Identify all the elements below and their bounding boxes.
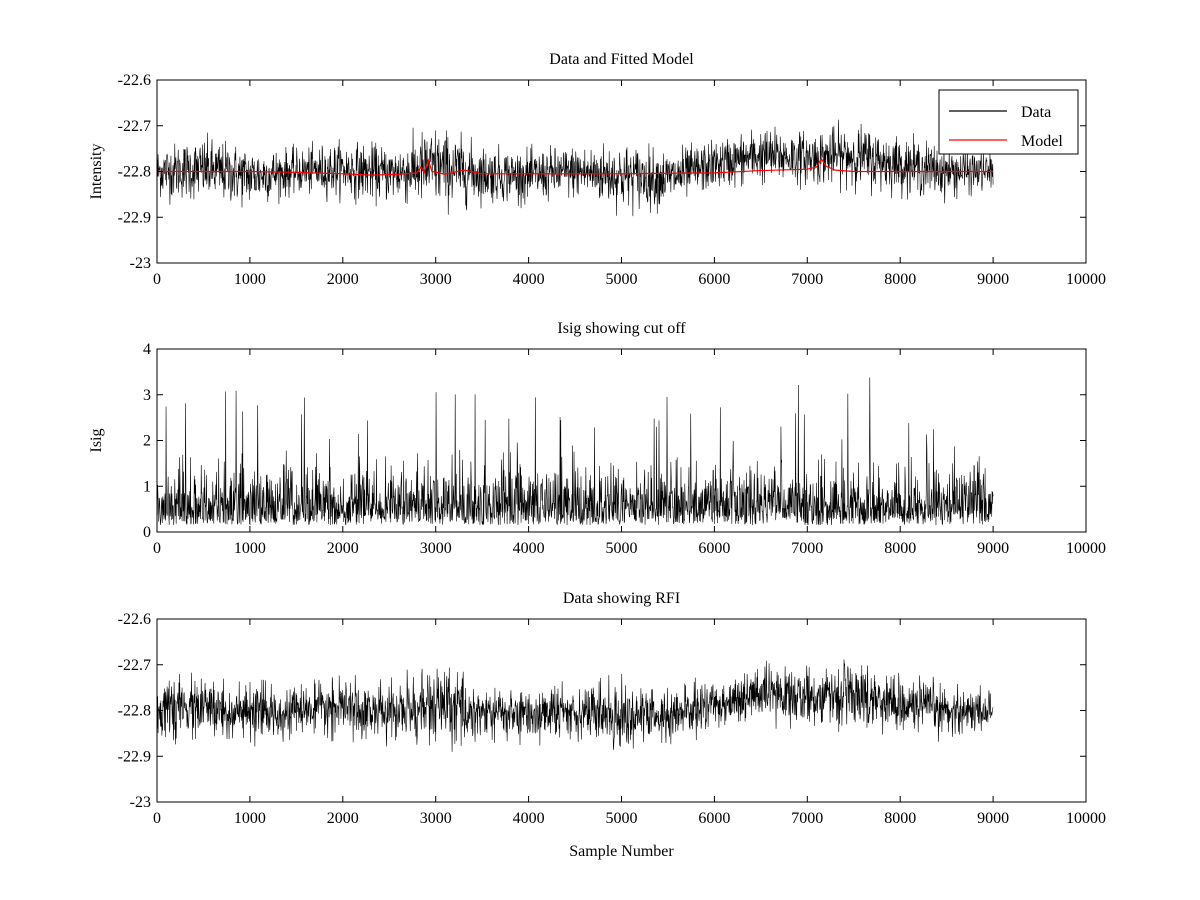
- chart-3-xtick-label: 3000: [420, 810, 452, 827]
- chart-1-ytick-label: -22.6: [118, 72, 151, 89]
- chart-1-xtick-label: 4000: [513, 271, 545, 288]
- chart-1-xtick-label: 10000: [1066, 271, 1106, 288]
- chart-2-xtick-label: 3000: [420, 540, 452, 557]
- chart-2-title: Isig showing cut off: [557, 320, 686, 337]
- chart-2-xtick-label: 7000: [791, 540, 823, 557]
- chart-1-panel: 0 1000 2000 3000 4000 5000 6000 7000 8000 9000 100…: [88, 51, 1106, 288]
- chart-1-legend-label-data: Data: [1021, 104, 1051, 121]
- chart-2-xtick-label: 10000: [1066, 540, 1106, 557]
- chart-1-legend: Data Model: [938, 89, 1079, 155]
- chart-2-xtick-label: 9000: [977, 540, 1009, 557]
- chart-1-ytick-label: -22.9: [118, 209, 151, 226]
- chart-3-xtick-label: 8000: [884, 810, 916, 827]
- chart-3-ytick-label: -22.9: [118, 748, 151, 765]
- chart-1-ytick-label: -22.8: [118, 164, 151, 181]
- chart-1-legend-box: [938, 89, 1079, 155]
- chart-2-xtick-label: 4000: [513, 540, 545, 557]
- chart-2-series-1: [156, 377, 994, 526]
- chart-1-legend-label-model: Model: [1021, 133, 1063, 150]
- chart-1-ytick-label: -23: [130, 255, 151, 272]
- chart-1-xtick-label: 0: [153, 271, 161, 288]
- chart-3-xtick-label: 7000: [791, 810, 823, 827]
- chart-3-xtick-label: 6000: [698, 810, 730, 827]
- chart-2-xtick-label: 0: [153, 540, 161, 557]
- chart-2-ytick-label: 2: [143, 433, 151, 450]
- chart-3-panel: 0 1000 2000 3000 4000 5000 6000 7000 8000 9000 100…: [118, 590, 1106, 860]
- chart-2-xtick-label: 5000: [606, 540, 638, 557]
- chart-1-series-model: [157, 157, 994, 176]
- chart-2-ylabel: Isig: [88, 429, 105, 453]
- chart-2-panel: 0 1000 2000 3000 4000 5000 6000 7000 8000 9000 100…: [88, 320, 1106, 557]
- chart-3-xtick-label: 9000: [977, 810, 1009, 827]
- chart-1-ylabel: Intensity: [88, 144, 105, 200]
- chart-3-xtick-label: 2000: [327, 810, 359, 827]
- chart-3-xtick-label: 0: [153, 810, 161, 827]
- chart-3-ytick-label: -22.7: [118, 657, 151, 674]
- chart-1-xtick-label: 2000: [327, 271, 359, 288]
- chart-3-ytick-label: -23: [130, 794, 151, 811]
- chart-3-series-1: [156, 659, 994, 752]
- chart-1-xtick-label: 1000: [234, 271, 266, 288]
- chart-2-ytick-label: 4: [143, 341, 151, 358]
- chart-2-ytick-label: 3: [143, 387, 151, 404]
- chart-3-xtick-label: 10000: [1066, 810, 1106, 827]
- chart-3-xtick-label: 1000: [234, 810, 266, 827]
- chart-3-ytick-label: -22.6: [118, 611, 151, 628]
- chart-1-xtick-label: 8000: [884, 271, 916, 288]
- chart-3-title: Data showing RFI: [563, 590, 680, 607]
- chart-1-xtick-label: 5000: [606, 271, 638, 288]
- chart-2-ytick-label: 0: [143, 524, 151, 541]
- chart-3-ytick-label: -22.8: [118, 703, 151, 720]
- chart-1-title: Data and Fitted Model: [549, 51, 694, 68]
- chart-2-xtick-label: 8000: [884, 540, 916, 557]
- chart-2-xtick-label: 6000: [698, 540, 730, 557]
- chart-3-xlabel: Sample Number: [569, 843, 674, 860]
- chart-2-xtick-label: 1000: [234, 540, 266, 557]
- chart-3-xtick-label: 4000: [513, 810, 545, 827]
- chart-3-xtick-label: 5000: [606, 810, 638, 827]
- chart-1-ytick-label: -22.7: [118, 118, 151, 135]
- chart-2-ytick-label: 1: [143, 478, 151, 495]
- chart-1-xtick-label: 6000: [698, 271, 730, 288]
- chart-2-xtick-label: 2000: [327, 540, 359, 557]
- chart-1-xtick-label: 7000: [791, 271, 823, 288]
- chart-1-xtick-label: 9000: [977, 271, 1009, 288]
- chart-1-xtick-label: 3000: [420, 271, 452, 288]
